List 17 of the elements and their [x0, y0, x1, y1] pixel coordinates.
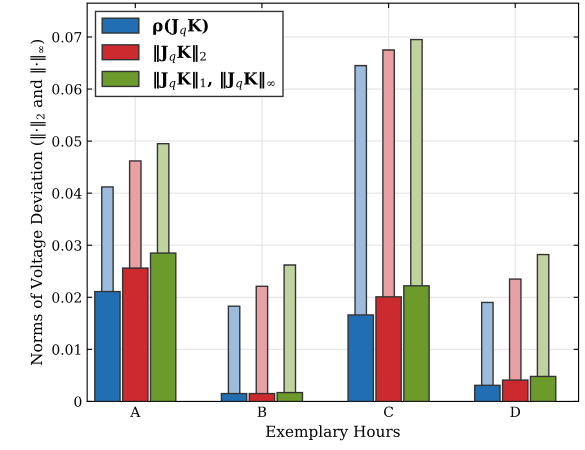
y-tick-label: 0.02	[52, 292, 81, 303]
y-tick-label: 0.05	[52, 136, 82, 147]
y-tick-label: 0.06	[52, 84, 82, 95]
legend-label: ‖J$_{q}$K‖$_{2}$	[154, 45, 206, 63]
legend-label: ‖J$_{q}$K‖$_{1}$, ‖J$_{q}$K‖$_{∞}$	[154, 72, 275, 90]
y-tick-label: 0.07	[52, 32, 82, 42]
x-tick-label: C	[384, 406, 394, 418]
y-tick-label: 0.01	[52, 344, 80, 355]
x-tick-label: A	[130, 406, 140, 417]
y-tick-label: 0.04	[52, 188, 82, 199]
legend-label: ρ(J$_{q}$K)	[153, 18, 208, 36]
x-axis-title: Exemplary Hours	[266, 425, 400, 440]
y-tick-label: 0	[74, 396, 82, 407]
y-tick-label: 0.03	[52, 240, 82, 251]
y-axis-title: Norms of Voltage Deviation (‖·‖$_{2}$ and ‖·‖$_{∞}$)	[30, 40, 46, 366]
x-tick-label: B	[258, 406, 266, 417]
x-tick-label: D	[510, 406, 520, 417]
